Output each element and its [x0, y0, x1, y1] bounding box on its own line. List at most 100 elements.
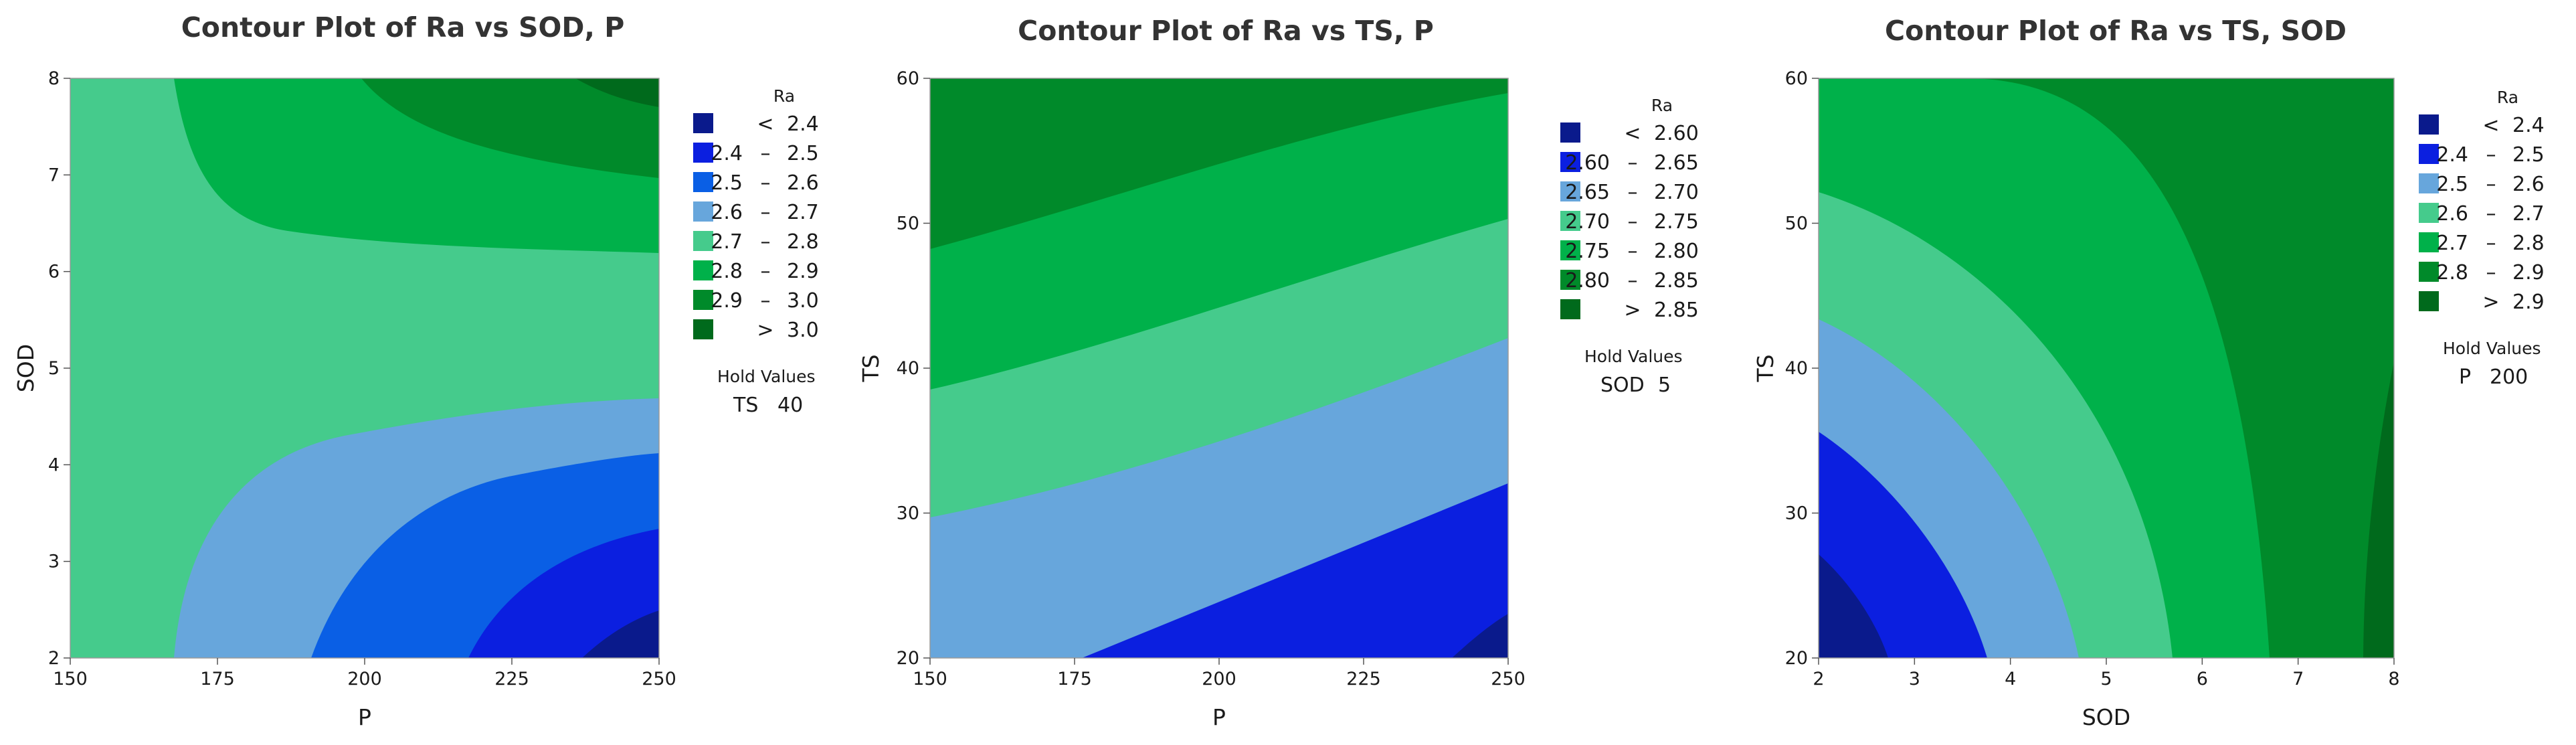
legend-swatch: [1560, 152, 1580, 172]
chart-3-region-2.4-2.5: [1819, 432, 1987, 658]
legend-entry: 2.75–2.80: [1560, 240, 1699, 263]
legend-dash: –: [761, 289, 771, 313]
legend-entry: 2.65–2.70: [1560, 181, 1699, 204]
legend-swatch: [1560, 211, 1580, 231]
chart-2-region-below-2.60: [1452, 614, 1508, 658]
y-tick-label: 60: [1785, 68, 1808, 89]
legend-lower-bound: 2.80: [1565, 269, 1610, 293]
x-tick-label: 7: [2292, 669, 2304, 689]
legend-swatch: [693, 231, 713, 251]
legend-upper-bound: 2.9: [2512, 291, 2545, 314]
legend-swatch: [693, 260, 713, 280]
legend-upper-bound: 2.7: [2512, 202, 2545, 226]
legend-dash: –: [1628, 210, 1638, 234]
legend-swatch: [1560, 122, 1580, 143]
legend-entry: <2.4: [693, 112, 819, 136]
legend-swatch: [693, 201, 713, 222]
x-tick-label: 2: [1813, 669, 1824, 689]
legend-lower-bound: 2.7: [711, 230, 743, 254]
x-tick-label: 8: [2388, 669, 2399, 689]
legend-title: Ra: [1651, 96, 1673, 115]
hold-values-title: Hold Values: [717, 367, 816, 386]
legend-upper-bound: 2.60: [1654, 122, 1699, 145]
legend-dash: –: [1628, 151, 1638, 175]
legend-entry: 2.6–2.7: [693, 201, 819, 224]
chart-ra-vs-ts-p: Contour Plot of Ra vs TS, P P TS 150 175 2…: [858, 15, 1699, 730]
chart-2-y-ticks: 20 30 40 50 60: [897, 68, 930, 669]
y-tick-label: 3: [48, 552, 60, 572]
chart-1-title: Contour Plot of Ra vs SOD, P: [181, 11, 625, 44]
chart-1-x-ticks: 150 175 200 225 250: [53, 658, 676, 689]
y-tick-label: 40: [897, 358, 919, 379]
legend-upper-bound: 3.0: [787, 319, 819, 342]
legend-swatch: [693, 319, 713, 339]
hold-value: 200: [2490, 365, 2528, 389]
legend-entry: 2.60–2.65: [1560, 151, 1699, 175]
legend-upper-bound: 2.8: [787, 230, 819, 254]
y-tick-label: 2: [48, 648, 60, 669]
legend-lower-bound: 2.6: [2436, 202, 2468, 226]
y-tick-label: 50: [1785, 214, 1808, 234]
legend-lower-bound: 2.65: [1565, 181, 1610, 204]
chart-2-title: Contour Plot of Ra vs TS, P: [1018, 15, 1434, 47]
x-tick-label: 4: [2005, 669, 2016, 689]
legend-lower-bound: 2.5: [2436, 173, 2468, 196]
legend-swatch: [2419, 262, 2439, 282]
legend-upper-bound: 2.85: [1654, 299, 1699, 322]
x-tick-label: 250: [1491, 669, 1526, 689]
chart-ra-vs-sod-p: Contour Plot of Ra vs SOD, P P SOD 150 17…: [13, 11, 819, 730]
legend-entry: 2.8–2.9: [693, 260, 819, 283]
legend-dash: –: [2486, 261, 2496, 284]
y-tick-label: 30: [1785, 503, 1808, 524]
legend-entry: 2.5–2.6: [693, 171, 819, 195]
legend-dash: –: [2486, 173, 2496, 196]
legend-upper-bound: 3.0: [787, 289, 819, 313]
legend-swatch: [693, 290, 713, 310]
legend-upper-bound: 2.7: [787, 201, 819, 224]
legend-swatch: [2419, 173, 2439, 193]
legend-entry: 2.6–2.7: [2419, 202, 2545, 226]
legend-dash: –: [2486, 143, 2496, 167]
x-tick-label: 175: [1057, 669, 1092, 689]
legend-upper-bound: 2.5: [2512, 143, 2545, 167]
chart-3-y-axis-label: TS: [1752, 354, 1778, 382]
legend-upper-bound: 2.85: [1654, 269, 1699, 293]
legend-upper-bound: 2.70: [1654, 181, 1699, 204]
y-tick-label: 6: [48, 262, 60, 282]
legend-relation: <: [757, 112, 773, 136]
legend-lower-bound: 2.70: [1565, 210, 1610, 234]
chart-ra-vs-ts-sod: Contour Plot of Ra vs TS, SOD SOD TS 2 3 4…: [1752, 15, 2545, 730]
legend-lower-bound: 2.7: [2436, 232, 2468, 255]
legend-swatch: [1560, 270, 1580, 290]
chart-3-region-above-2.9: [2363, 361, 2394, 658]
x-tick-label: 225: [1346, 669, 1381, 689]
chart-1-region-below-2.4: [582, 610, 659, 658]
legend-swatch: [693, 172, 713, 192]
legend-lower-bound: 2.9: [711, 289, 743, 313]
legend-lower-bound: 2.8: [711, 260, 743, 283]
legend-swatch: [2419, 203, 2439, 223]
x-tick-label: 225: [494, 669, 529, 689]
legend-upper-bound: 2.65: [1654, 151, 1699, 175]
legend-entry: 2.80–2.85: [1560, 269, 1699, 293]
legend-relation: <: [2482, 114, 2499, 137]
legend-relation: >: [1624, 299, 1641, 322]
legend-entry: >3.0: [693, 319, 819, 342]
chart-2-region-2.60-2.65: [1082, 483, 1508, 658]
hold-value-name: SOD: [1600, 374, 1645, 397]
legend-upper-bound: 2.8: [2512, 232, 2545, 255]
chart-1-region-above-3.0: [575, 78, 659, 107]
x-tick-label: 175: [200, 669, 235, 689]
chart-2-x-axis-label: P: [1212, 704, 1226, 730]
y-tick-label: 20: [897, 648, 919, 669]
x-tick-label: 6: [2197, 669, 2208, 689]
chart-2-y-axis-label: TS: [858, 354, 884, 382]
y-tick-label: 20: [1785, 648, 1808, 669]
chart-1-legend: Ra< 2.42.4–2.52.5–2.62.6–2.72.7–2.82.8–2.…: [693, 86, 819, 417]
legend-lower-bound: 2.5: [711, 171, 743, 195]
legend-lower-bound: 2.75: [1565, 240, 1610, 263]
hold-values-title: Hold Values: [2443, 339, 2541, 358]
legend-dash: –: [1628, 269, 1638, 293]
y-tick-label: 5: [48, 358, 60, 379]
legend-lower-bound: 2.4: [711, 142, 743, 165]
